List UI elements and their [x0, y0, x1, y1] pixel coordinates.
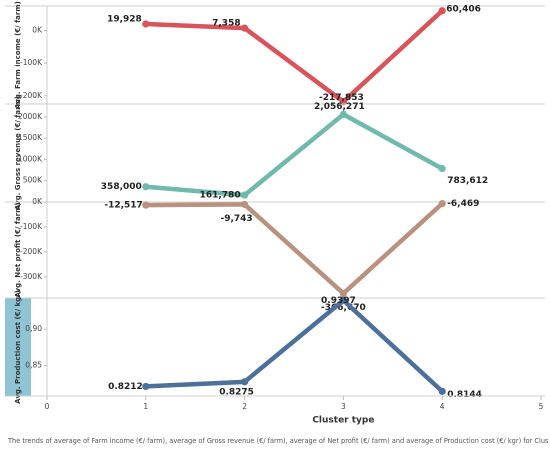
- data-label: 161,780: [200, 191, 241, 201]
- x-tick-label: 2: [242, 402, 247, 411]
- data-label: -6,469: [447, 199, 479, 209]
- data-point: [142, 183, 150, 191]
- data-point: [438, 200, 446, 208]
- x-tick-label: 4: [440, 402, 445, 411]
- data-label: 7,358: [212, 19, 240, 29]
- x-tick-label: 5: [539, 402, 544, 411]
- data-point: [339, 98, 347, 106]
- data-label: 358,000: [101, 182, 142, 192]
- panel-label-bg: [5, 298, 31, 396]
- y-tick-label: 0,90: [25, 324, 42, 333]
- data-point: [241, 378, 249, 386]
- y-tick-label: -100K: [20, 58, 43, 67]
- data-point: [142, 20, 150, 28]
- data-label: 0.9397: [321, 296, 356, 306]
- x-axis-label: Cluster type: [312, 416, 374, 426]
- series-line: [143, 112, 445, 198]
- x-tick-label: 0: [45, 402, 50, 411]
- data-point: [339, 296, 347, 304]
- data-point: [438, 165, 446, 173]
- y-tick-label: 500K: [23, 176, 43, 185]
- data-point: [241, 24, 249, 32]
- data-label: -9,743: [220, 214, 252, 224]
- y-tick-label: 0,85: [25, 361, 42, 370]
- data-point: [241, 191, 249, 199]
- data-label: -12,517: [104, 201, 142, 211]
- y-tick-label: -200K: [20, 91, 43, 100]
- y-axis-label: Avg. Farm income (€/ farm): [14, 1, 22, 109]
- series-line: [143, 8, 445, 104]
- data-label: 0.8212: [108, 382, 143, 392]
- y-axis-label: Avg. Gross revenue (€/ farm): [14, 96, 22, 210]
- data-label: 0.8275: [219, 387, 254, 397]
- y-tick-label: 1500K: [18, 133, 43, 142]
- data-point: [438, 387, 446, 395]
- data-point: [142, 201, 150, 209]
- x-tick-label: 1: [143, 402, 148, 411]
- data-label: 60,406: [446, 4, 481, 14]
- data-label: 783,612: [447, 176, 488, 186]
- data-label: 0.8144: [447, 390, 482, 400]
- data-label: -366,670: [321, 303, 366, 313]
- y-axis-label: Avg. Net profit (€/ farm): [14, 202, 22, 297]
- y-tick-label: 0K: [32, 26, 43, 35]
- series-line: [143, 298, 445, 394]
- y-tick-label: -300K: [20, 272, 43, 281]
- y-tick-label: -200K: [20, 247, 43, 256]
- y-tick-label: 0K: [32, 197, 43, 206]
- data-label: 2,056,271: [314, 102, 365, 112]
- y-axis-label: Avg. Production cost (€/ kgr): [14, 290, 22, 404]
- data-point: [142, 382, 150, 391]
- y-tick-label: 2000K: [18, 112, 43, 121]
- data-label: 19,928: [107, 14, 142, 24]
- x-tick-label: 3: [341, 402, 346, 411]
- data-point: [438, 7, 446, 15]
- y-tick-label: 1000K: [18, 154, 43, 163]
- data-point: [241, 200, 249, 209]
- chart-caption: The trends of average of Farm income (€/…: [8, 437, 548, 445]
- y-tick-label: -100K: [20, 222, 43, 231]
- data-point: [339, 289, 347, 298]
- series-line: [143, 201, 445, 296]
- data-point: [339, 110, 347, 118]
- data-label: -217,853: [319, 93, 364, 103]
